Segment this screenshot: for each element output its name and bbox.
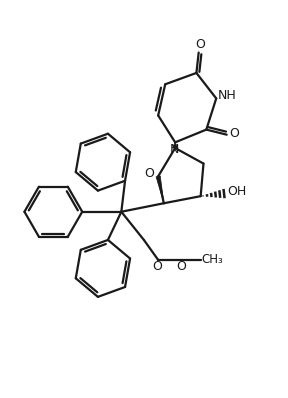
Text: O: O xyxy=(177,260,186,273)
Text: O: O xyxy=(153,260,162,273)
Text: O: O xyxy=(230,127,240,140)
Polygon shape xyxy=(172,142,178,148)
Text: O: O xyxy=(145,167,155,180)
Text: OH: OH xyxy=(227,185,247,199)
Text: CH₃: CH₃ xyxy=(202,254,223,266)
Text: O: O xyxy=(195,38,205,51)
Text: NH: NH xyxy=(218,89,236,102)
Text: N: N xyxy=(170,143,179,156)
Polygon shape xyxy=(156,176,164,203)
